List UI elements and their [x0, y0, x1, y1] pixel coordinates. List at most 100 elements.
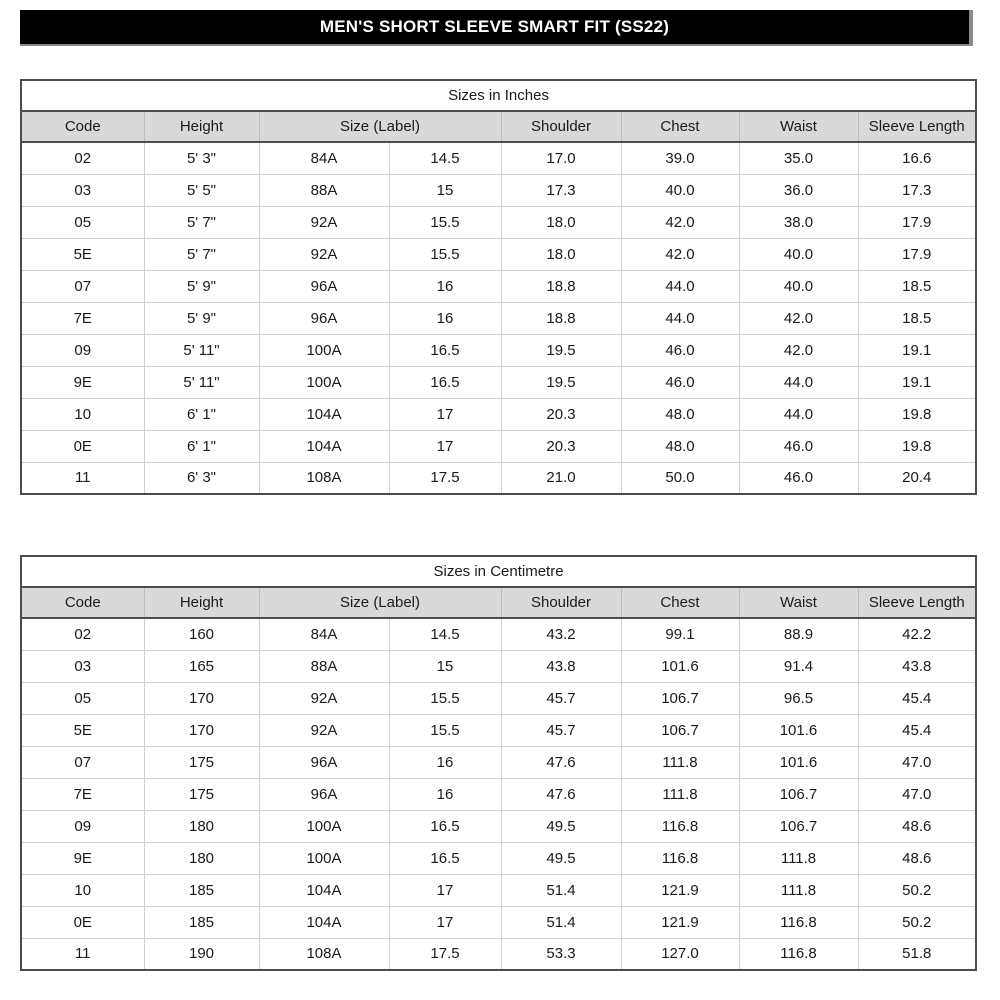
- cell: 175: [143, 745, 260, 779]
- cell: 50.2: [857, 905, 977, 939]
- cell: 03: [20, 649, 145, 683]
- cell: 84A: [258, 617, 390, 651]
- table-row: 05 5' 7" 92A 15.5 18.0 42.0 38.0 17.9: [20, 205, 977, 239]
- cell: 03: [20, 173, 145, 207]
- table-header-row: Code Height Size (Label) Shoulder Chest …: [20, 587, 977, 619]
- cell: 170: [143, 681, 260, 715]
- cell: 42.2: [857, 617, 977, 651]
- column-header-sleeve-length: Sleeve Length: [857, 111, 977, 143]
- cell: 20.3: [500, 429, 622, 463]
- cell: 18.0: [500, 205, 622, 239]
- cell: 96A: [258, 777, 390, 811]
- cell: 106.7: [620, 713, 740, 747]
- cell: 44.0: [620, 301, 740, 335]
- cell: 104A: [258, 873, 390, 907]
- column-header-height: Height: [143, 587, 260, 619]
- cell: 17: [388, 429, 502, 463]
- sizes-in-centimetre-table: Sizes in Centimetre Code Height Size (La…: [20, 555, 978, 971]
- cell: 106.7: [738, 809, 859, 843]
- table-row: 03 165 88A 15 43.8 101.6 91.4 43.8: [20, 649, 977, 683]
- cell: 44.0: [620, 269, 740, 303]
- cell: 180: [143, 809, 260, 843]
- cell: 50.0: [620, 461, 740, 495]
- cell: 15.5: [388, 713, 502, 747]
- cell: 9E: [20, 365, 145, 399]
- cell: 53.3: [500, 937, 622, 971]
- cell: 16.5: [388, 809, 502, 843]
- cell: 09: [20, 809, 145, 843]
- cell: 96A: [258, 269, 390, 303]
- table-body: 02 160 84A 14.5 43.2 99.1 88.9 42.2 03 165 88A 15 43…: [20, 617, 977, 971]
- cell: 46.0: [620, 333, 740, 367]
- cell: 19.5: [500, 365, 622, 399]
- cell: 51.8: [857, 937, 977, 971]
- cell: 17.9: [857, 205, 977, 239]
- table-row: 0E 185 104A 17 51.4 121.9 116.8 50.2: [20, 905, 977, 939]
- cell: 6' 3": [143, 461, 260, 495]
- cell: 21.0: [500, 461, 622, 495]
- column-header-waist: Waist: [738, 111, 859, 143]
- cell: 44.0: [738, 397, 859, 431]
- cell: 18.5: [857, 301, 977, 335]
- cell: 165: [143, 649, 260, 683]
- cell: 17.5: [388, 937, 502, 971]
- cell: 92A: [258, 237, 390, 271]
- cell: 100A: [258, 333, 390, 367]
- cell: 19.1: [857, 333, 977, 367]
- cell: 15: [388, 649, 502, 683]
- cell: 47.6: [500, 745, 622, 779]
- table-row: 03 5' 5" 88A 15 17.3 40.0 36.0 17.3: [20, 173, 977, 207]
- cell: 100A: [258, 809, 390, 843]
- cell: 116.8: [620, 809, 740, 843]
- column-header-sleeve-length: Sleeve Length: [857, 587, 977, 619]
- cell: 106.7: [620, 681, 740, 715]
- table-row: 0E 6' 1" 104A 17 20.3 48.0 46.0 19.8: [20, 429, 977, 463]
- cell: 15.5: [388, 681, 502, 715]
- cell: 19.8: [857, 397, 977, 431]
- cell: 46.0: [738, 429, 859, 463]
- cell: 160: [143, 617, 260, 651]
- cell: 175: [143, 777, 260, 811]
- table-caption: Sizes in Centimetre: [21, 556, 977, 588]
- cell: 39.0: [620, 141, 740, 175]
- cell: 15.5: [388, 237, 502, 271]
- cell: 48.6: [857, 809, 977, 843]
- cell: 111.8: [738, 873, 859, 907]
- cell: 46.0: [620, 365, 740, 399]
- cell: 40.0: [620, 173, 740, 207]
- cell: 5E: [20, 713, 145, 747]
- cell: 185: [143, 905, 260, 939]
- cell: 42.0: [620, 205, 740, 239]
- cell: 5' 7": [143, 205, 260, 239]
- cell: 17: [388, 873, 502, 907]
- cell: 17.0: [500, 141, 622, 175]
- cell: 190: [143, 937, 260, 971]
- cell: 11: [20, 461, 145, 495]
- cell: 6' 1": [143, 397, 260, 431]
- column-header-code: Code: [20, 587, 145, 619]
- cell: 92A: [258, 205, 390, 239]
- cell: 16.5: [388, 365, 502, 399]
- cell: 17: [388, 905, 502, 939]
- cell: 45.4: [857, 713, 977, 747]
- cell: 40.0: [738, 237, 859, 271]
- table-row: 5E 170 92A 15.5 45.7 106.7 101.6 45.4: [20, 713, 977, 747]
- cell: 20.3: [500, 397, 622, 431]
- cell: 14.5: [388, 617, 502, 651]
- cell: 16.5: [388, 333, 502, 367]
- cell: 18.8: [500, 269, 622, 303]
- cell: 5' 11": [143, 333, 260, 367]
- cell: 104A: [258, 429, 390, 463]
- cell: 44.0: [738, 365, 859, 399]
- cell: 18.5: [857, 269, 977, 303]
- cell: 35.0: [738, 141, 859, 175]
- cell: 100A: [258, 841, 390, 875]
- table-row: 02 160 84A 14.5 43.2 99.1 88.9 42.2: [20, 617, 977, 651]
- cell: 116.8: [620, 841, 740, 875]
- table-row: 9E 5' 11" 100A 16.5 19.5 46.0 44.0 19.1: [20, 365, 977, 399]
- table-row: 5E 5' 7" 92A 15.5 18.0 42.0 40.0 17.9: [20, 237, 977, 271]
- cell: 99.1: [620, 617, 740, 651]
- cell: 0E: [20, 429, 145, 463]
- cell: 07: [20, 745, 145, 779]
- cell: 36.0: [738, 173, 859, 207]
